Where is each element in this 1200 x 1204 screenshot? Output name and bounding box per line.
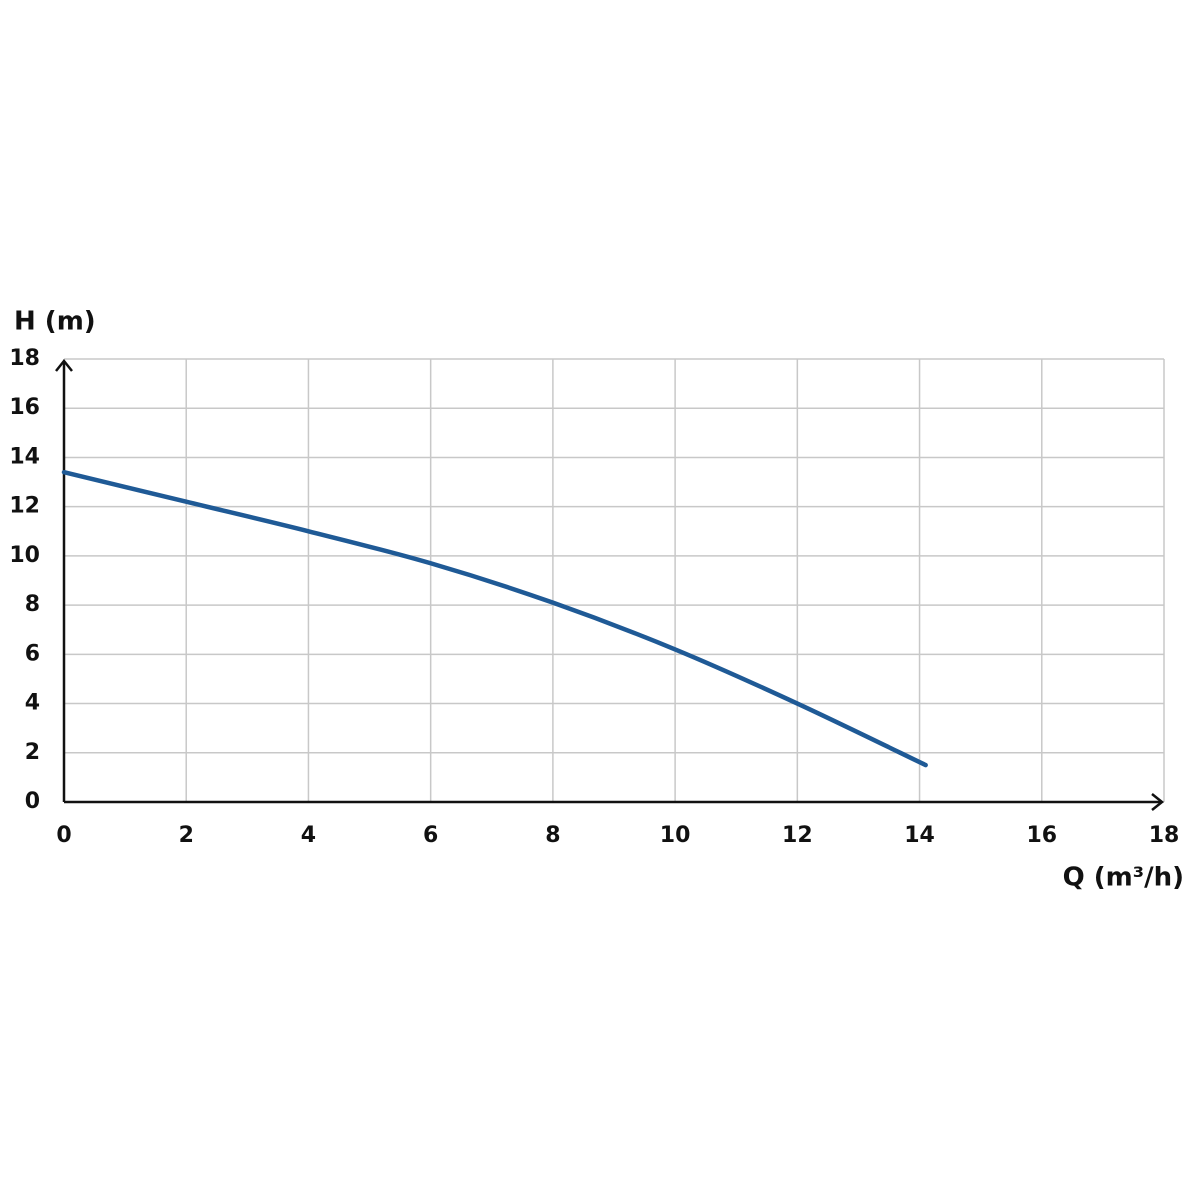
x-tick-label: 8 — [545, 823, 560, 848]
x-tick-label: 16 — [1026, 823, 1057, 848]
y-tick-label: 16 — [9, 395, 40, 420]
y-tick-label: 6 — [25, 641, 40, 666]
x-tick-label: 6 — [423, 823, 438, 848]
x-tick-label: 14 — [904, 823, 935, 848]
x-tick-label: 18 — [1149, 823, 1180, 848]
y-tick-label: 2 — [25, 740, 40, 765]
x-tick-label: 0 — [56, 823, 71, 848]
curve — [61, 469, 928, 768]
y-tick-label: 10 — [9, 543, 40, 568]
x-axis-label: Q (m³/h) — [1063, 863, 1184, 893]
y-tick-label: 8 — [25, 592, 40, 617]
y-axis-arrow — [55, 358, 73, 372]
x-tick-label: 12 — [782, 823, 813, 848]
x-tick-label: 4 — [301, 823, 316, 848]
x-axis-arrow — [1151, 793, 1165, 811]
y-tick-label: 0 — [25, 789, 40, 814]
y-tick-label: 18 — [9, 346, 40, 371]
y-tick-label: 14 — [9, 444, 40, 469]
x-tick-label: 2 — [179, 823, 194, 848]
y-tick-label: 4 — [25, 691, 40, 716]
y-axis-label: H (m) — [14, 307, 96, 337]
grid — [63, 358, 1165, 803]
x-tick-label: 10 — [660, 823, 691, 848]
y-tick-label: 12 — [9, 494, 40, 519]
